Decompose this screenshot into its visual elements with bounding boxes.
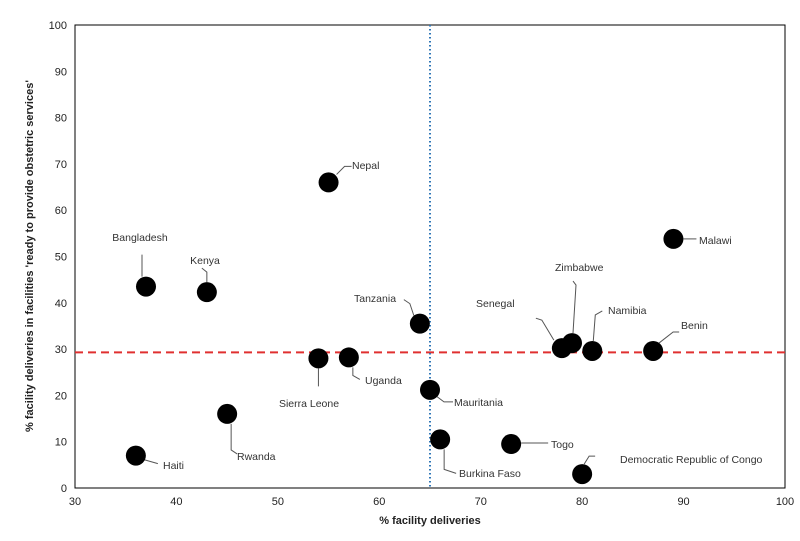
point-label: Tanzania [354, 293, 396, 305]
data-point [409, 313, 430, 334]
y-tick-label: 10 [55, 437, 67, 449]
leader-line [336, 165, 352, 175]
point-label: Senegal [476, 298, 515, 310]
y-tick-label: 30 [55, 344, 67, 356]
data-point [430, 429, 451, 450]
point-label: Benin [681, 320, 708, 332]
leader-line [143, 459, 158, 465]
point-label: Malawi [699, 235, 732, 247]
data-point [501, 434, 522, 455]
point-label: Zimbabwe [555, 262, 604, 274]
x-tick-label: 60 [373, 496, 385, 508]
leader-line [435, 395, 453, 403]
data-point [217, 403, 238, 424]
y-tick-label: 40 [55, 298, 67, 310]
y-tick-label: 60 [55, 205, 67, 217]
x-tick-label: 80 [576, 496, 588, 508]
y-axis-title: % facility deliveries in facilities 'rea… [24, 80, 36, 432]
point-label: Namibia [608, 305, 647, 317]
x-tick-label: 100 [776, 496, 794, 508]
x-axis-title: % facility deliveries [379, 515, 481, 527]
point-label: Sierra Leone [279, 398, 339, 410]
data-point [196, 282, 217, 303]
leader-line [443, 449, 457, 474]
x-tick-label: 30 [69, 496, 81, 508]
leader-line [658, 331, 680, 344]
y-axis-ticks: 0 10 20 30 40 50 60 70 80 90 100 [49, 20, 67, 495]
data-point [308, 348, 329, 369]
y-tick-label: 20 [55, 390, 67, 402]
data-point [582, 340, 603, 361]
data-point [136, 276, 156, 297]
data-point [562, 333, 582, 354]
leader-line [230, 423, 238, 455]
x-axis-ticks: 30 40 50 60 70 80 90 100 [69, 496, 794, 508]
data-point [643, 340, 664, 361]
y-tick-label: 100 [49, 20, 67, 32]
leader-line [592, 310, 603, 341]
x-tick-label: 70 [475, 496, 487, 508]
point-label: Democratic Republic of Congo [620, 454, 763, 466]
leader-line [535, 317, 555, 341]
point-label: Uganda [365, 375, 402, 387]
point-labels: Haiti Bangladesh Kenya Rwanda Nepal Sierra Le… [112, 160, 762, 480]
data-point [338, 347, 359, 368]
x-tick-label: 50 [272, 496, 284, 508]
data-point [420, 379, 440, 400]
data-point [572, 464, 593, 485]
y-tick-label: 70 [55, 159, 67, 171]
label-leader-lines [141, 165, 697, 474]
point-label: Haiti [163, 460, 184, 472]
data-point [318, 172, 339, 193]
point-label: Rwanda [237, 451, 276, 463]
y-tick-label: 90 [55, 66, 67, 78]
point-label: Togo [551, 439, 574, 451]
leader-line [352, 367, 361, 380]
x-tick-label: 90 [677, 496, 689, 508]
point-label: Mauritania [454, 397, 503, 409]
leader-line [201, 267, 208, 283]
point-label: Kenya [190, 255, 220, 267]
point-label: Nepal [352, 160, 379, 172]
data-point [663, 228, 684, 249]
leader-line [583, 455, 596, 465]
leader-line [572, 280, 577, 334]
x-tick-label: 40 [170, 496, 182, 508]
y-tick-label: 80 [55, 113, 67, 125]
leader-line [403, 299, 415, 316]
y-tick-label: 0 [61, 483, 67, 495]
y-tick-label: 50 [55, 252, 67, 264]
data-points [125, 172, 684, 485]
data-point [125, 445, 146, 466]
point-label: Bangladesh [112, 232, 168, 244]
point-label: Burkina Faso [459, 468, 521, 480]
